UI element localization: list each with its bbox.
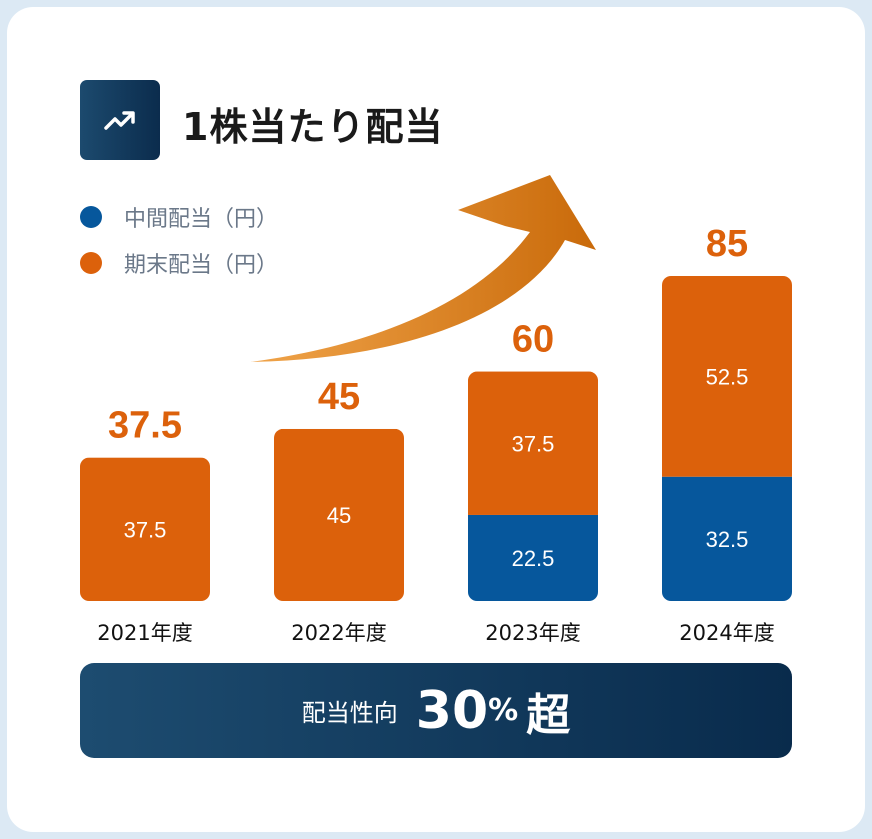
bar-interim [468, 514, 598, 601]
total-label: 60 [512, 319, 554, 361]
legend-item-final: 期末配当（円） [80, 247, 278, 279]
legend-dot-final [80, 252, 102, 274]
bar-final [468, 371, 598, 515]
category-label: 2023年度 [485, 621, 580, 645]
category-label: 2022年度 [291, 621, 386, 645]
payout-ratio-label: 配当性向 [301, 699, 398, 727]
payout-ratio-value: 30 [415, 680, 489, 741]
legend-item-interim: 中間配当（円） [80, 201, 278, 233]
category-label: 2021年度 [97, 621, 192, 645]
bar-label-final: 37.5 [124, 517, 167, 542]
chart-title: 1株当たり配当 [182, 105, 444, 149]
legend-label-final: 期末配当（円） [124, 253, 279, 278]
payout-ratio-unit: % [488, 693, 519, 728]
growth-arrow [250, 175, 596, 362]
total-label: 37.5 [108, 405, 182, 447]
bar-label-final: 45 [327, 503, 351, 528]
bar-interim [662, 476, 792, 601]
trending-up-icon [80, 80, 160, 160]
bar-label-interim: 32.5 [706, 527, 749, 552]
bar-label-final: 37.5 [512, 431, 555, 456]
payout-ratio-suffix: 超 [526, 689, 571, 741]
bar-final [274, 428, 404, 601]
bar-final [662, 275, 792, 477]
category-label: 2024年度 [679, 621, 774, 645]
total-label: 45 [318, 376, 360, 418]
bar-label-final: 52.5 [706, 364, 749, 389]
bar-final [80, 457, 210, 601]
total-label: 85 [706, 223, 748, 265]
bar-label-interim: 22.5 [512, 546, 555, 571]
payout-ratio-banner: 配当性向 30 % 超 [80, 663, 792, 758]
legend-label-interim: 中間配当（円） [124, 207, 279, 232]
legend-dot-interim [80, 206, 102, 228]
